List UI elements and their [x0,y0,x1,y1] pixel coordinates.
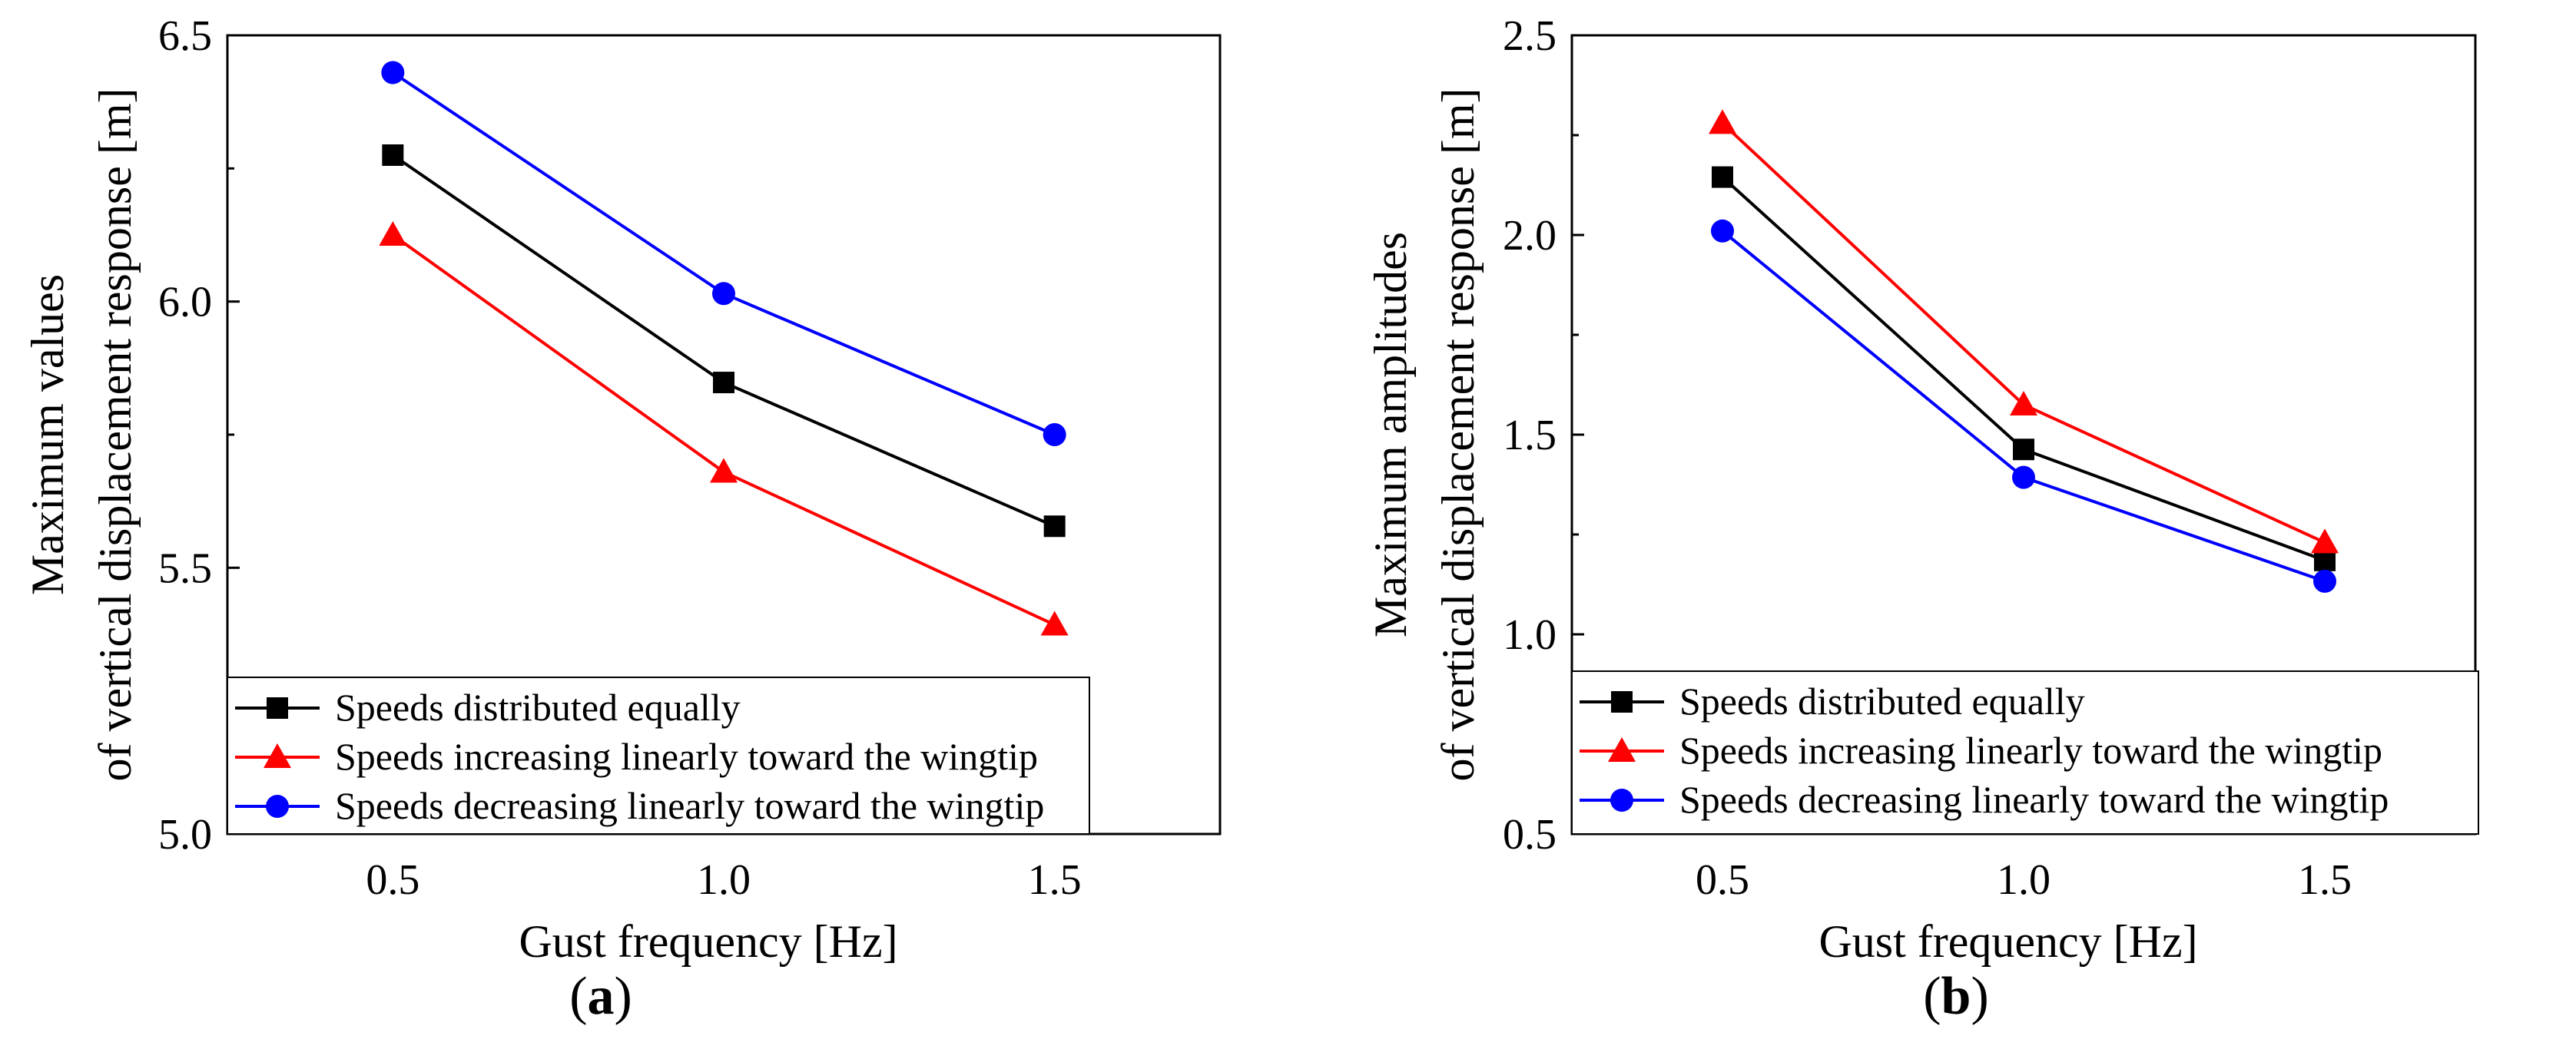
data-point [379,221,407,246]
legend-marker [1611,691,1633,713]
legend-label: Speeds distributed equally [1679,680,2085,723]
y-axis-label-line: of vertical displacement response [m] [1433,88,1484,782]
legend-box [1571,670,2479,835]
y-tick-label: 1.5 [1503,412,1557,459]
data-point [1043,515,1066,538]
x-tick-label: 1.5 [2298,856,2352,904]
data-point [381,61,405,84]
data-point [2012,465,2035,489]
chart-panel-b: 0.5 1.0 1.5 2.0 2.5 0.5 1.0 1.5 Gust frequency [… [1365,12,2479,1026]
y-axis-label-line: of vertical displacement response [m] [90,88,141,782]
legend-marker [1608,737,1636,762]
y-tick-label: 2.5 [1503,12,1557,60]
panel-label: (a) [569,967,632,1026]
y-tick-label: 0.5 [1503,811,1557,859]
data-point [1043,423,1066,446]
data-point [2313,569,2336,593]
y-axis-label-line: Maximum values [22,274,73,595]
data-point [713,372,734,394]
data-point [382,144,404,166]
x-axis-label: Gust frequency [Hz] [1818,916,2197,967]
data-point [2010,391,2037,415]
data-point [712,282,735,306]
legend-label: Speeds decreasing linearly toward the wi… [1679,778,2389,821]
x-tick-label: 1.0 [697,856,751,904]
y-tick-label: 5.0 [158,811,212,859]
data-point [1711,219,1734,243]
x-tick-label: 0.5 [1696,856,1749,904]
legend-label: Speeds decreasing linearly toward the wi… [335,784,1044,827]
series-line-1 [1721,176,2326,562]
x-tick-label: 0.5 [366,856,419,904]
data-point [2013,438,2034,461]
data-point [1040,611,1069,636]
legend-marker [264,743,291,768]
data-point [2311,528,2339,554]
legend-marker [1610,789,1633,812]
y-tick-label: 6.5 [158,12,212,60]
panel-label: (b) [1923,967,1989,1026]
y-tick-label: 2.0 [1503,212,1557,260]
legend-box [227,677,1090,835]
legend-label: Speeds distributed equally [335,686,741,729]
x-tick-label: 1.0 [1997,856,2051,904]
y-tick-label: 5.5 [158,544,212,592]
x-axis-label: Gust frequency [Hz] [519,916,897,967]
data-point [2314,549,2336,571]
chart-panel-a: 5.0 5.5 6.0 6.5 0.5 1.0 1.5 Gust frequency [Hz]… [22,12,1222,1026]
legend-marker [266,795,289,818]
x-tick-label: 1.5 [1028,856,1082,904]
y-tick-label: 6.0 [158,279,212,326]
legend-label: Speeds increasing linearly toward the wi… [1679,729,2382,772]
y-tick-label: 1.0 [1503,611,1557,659]
y-axis-label-line: Maximum amplitudes [1365,232,1416,637]
legend-marker [267,697,288,719]
data-point [1712,166,1733,188]
data-point [1709,109,1736,134]
data-point [710,458,738,483]
legend-label: Speeds increasing linearly toward the wi… [335,735,1038,778]
